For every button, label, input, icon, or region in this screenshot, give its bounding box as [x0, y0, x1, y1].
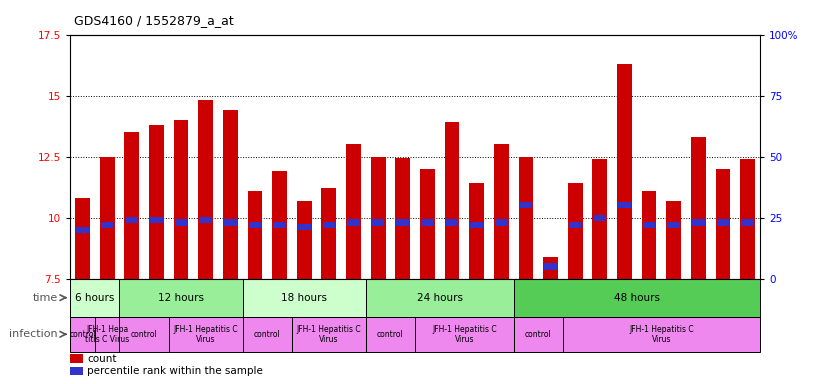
- Bar: [224, 220, 236, 225]
- Bar: [396, 158, 411, 279]
- Bar: [173, 120, 188, 279]
- Bar: [519, 157, 534, 279]
- Text: GDS4160 / 1552879_a_at: GDS4160 / 1552879_a_at: [74, 14, 234, 27]
- Bar: [149, 125, 164, 279]
- Text: control: control: [377, 330, 404, 339]
- Bar: [563, 317, 760, 352]
- Bar: [273, 222, 286, 228]
- Text: time: time: [33, 293, 58, 303]
- Bar: [741, 220, 754, 225]
- Bar: [667, 222, 680, 228]
- Bar: [495, 220, 507, 225]
- Bar: [740, 159, 755, 279]
- Text: control: control: [131, 330, 158, 339]
- Text: JFH-1 Hepatitis C
Virus: JFH-1 Hepatitis C Virus: [173, 324, 238, 344]
- Bar: [76, 227, 89, 233]
- Text: count: count: [88, 354, 117, 364]
- Bar: [592, 159, 607, 279]
- Bar: [346, 144, 361, 279]
- Bar: [692, 220, 705, 225]
- Bar: [494, 144, 509, 279]
- Text: JFH-1 Hepa
titis C Virus: JFH-1 Hepa titis C Virus: [85, 324, 130, 344]
- Bar: [321, 188, 336, 279]
- Bar: [594, 215, 606, 221]
- Bar: [469, 184, 484, 279]
- Bar: [175, 220, 188, 225]
- Bar: [544, 257, 558, 279]
- Text: control: control: [69, 330, 96, 339]
- Bar: [101, 222, 113, 228]
- Bar: [446, 220, 458, 225]
- Bar: [569, 222, 582, 228]
- Bar: [323, 222, 335, 228]
- Text: 6 hours: 6 hours: [75, 293, 115, 303]
- Bar: [243, 279, 366, 317]
- Bar: [120, 317, 169, 352]
- Bar: [199, 217, 212, 223]
- Text: 24 hours: 24 hours: [416, 293, 463, 303]
- Bar: [95, 317, 120, 352]
- Bar: [514, 279, 760, 317]
- Text: 18 hours: 18 hours: [281, 293, 327, 303]
- Bar: [70, 279, 120, 317]
- Text: JFH-1 Hepatitis C
Virus: JFH-1 Hepatitis C Virus: [297, 324, 361, 344]
- Text: 12 hours: 12 hours: [158, 293, 204, 303]
- Bar: [292, 317, 366, 352]
- Bar: [717, 220, 729, 225]
- Text: infection: infection: [9, 329, 58, 339]
- Bar: [248, 191, 263, 279]
- Bar: [70, 367, 83, 375]
- Text: control: control: [525, 330, 552, 339]
- Bar: [366, 279, 514, 317]
- Bar: [125, 132, 139, 279]
- Bar: [420, 169, 434, 279]
- Bar: [198, 101, 213, 279]
- Bar: [249, 222, 261, 228]
- Bar: [444, 122, 459, 279]
- Bar: [150, 217, 163, 223]
- Bar: [642, 191, 657, 279]
- Bar: [243, 317, 292, 352]
- Text: control: control: [254, 330, 281, 339]
- Bar: [120, 279, 243, 317]
- Bar: [273, 171, 287, 279]
- Bar: [371, 157, 386, 279]
- Bar: [514, 317, 563, 352]
- Bar: [298, 224, 311, 230]
- Text: JFH-1 Hepatitis C
Virus: JFH-1 Hepatitis C Virus: [629, 324, 694, 344]
- Text: JFH-1 Hepatitis C
Virus: JFH-1 Hepatitis C Virus: [432, 324, 496, 344]
- Bar: [366, 317, 415, 352]
- Bar: [100, 157, 115, 279]
- Bar: [70, 354, 83, 363]
- Bar: [169, 317, 243, 352]
- Bar: [667, 200, 681, 279]
- Bar: [520, 202, 532, 209]
- Bar: [396, 220, 409, 225]
- Bar: [297, 200, 311, 279]
- Text: percentile rank within the sample: percentile rank within the sample: [88, 366, 263, 376]
- Bar: [415, 317, 514, 352]
- Bar: [643, 222, 655, 228]
- Bar: [126, 217, 138, 223]
- Bar: [70, 317, 95, 352]
- Text: 48 hours: 48 hours: [614, 293, 660, 303]
- Bar: [567, 184, 582, 279]
- Bar: [372, 220, 384, 225]
- Bar: [470, 222, 483, 228]
- Bar: [75, 198, 90, 279]
- Bar: [715, 169, 730, 279]
- Bar: [347, 220, 360, 225]
- Bar: [421, 220, 434, 225]
- Bar: [223, 110, 238, 279]
- Bar: [691, 137, 705, 279]
- Bar: [618, 202, 631, 209]
- Bar: [617, 64, 632, 279]
- Bar: [544, 263, 557, 270]
